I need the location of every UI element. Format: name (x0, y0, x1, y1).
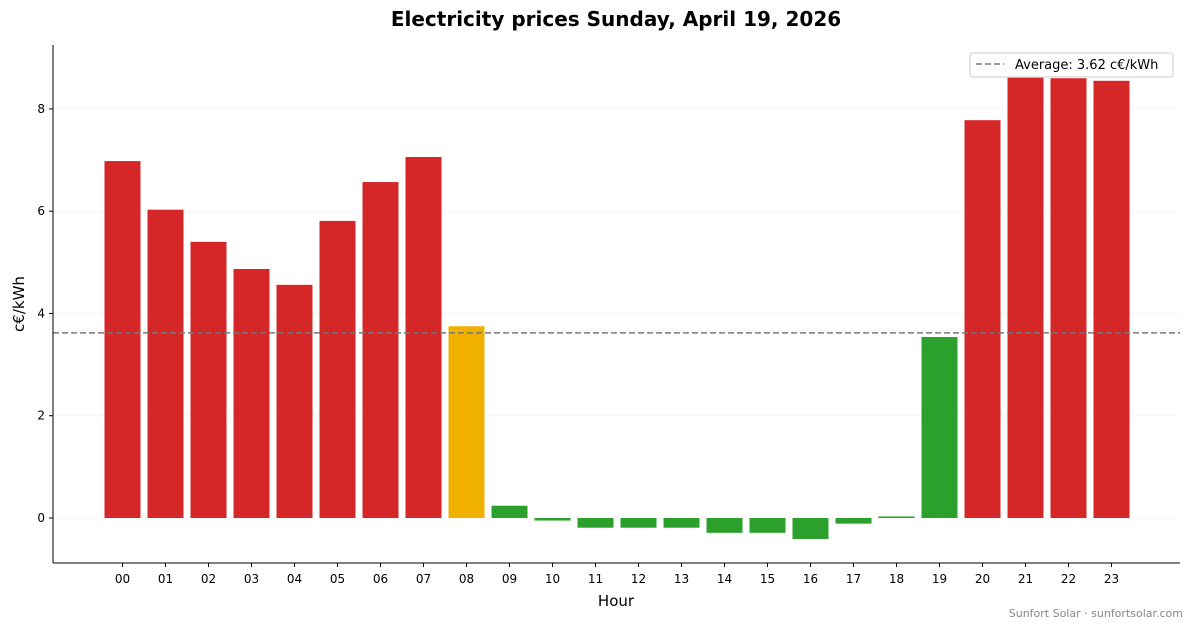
y-tick-label: 0 (37, 511, 45, 525)
x-tick-label: 21 (1018, 572, 1033, 586)
bar-hour-15 (749, 518, 786, 533)
x-tick-label: 20 (975, 572, 990, 586)
bar-hour-09 (491, 505, 528, 519)
bar-hour-05 (319, 220, 356, 519)
bar-hour-19 (921, 336, 958, 519)
x-tick-label: 15 (760, 572, 775, 586)
bar-hour-01 (147, 209, 184, 519)
x-ticks: 00 01 02 03 04 05 06 07 08 09 10 11 12 13 14 15 16 17 18 19… (115, 563, 1119, 586)
legend: Average: 3.62 c€/kWh (969, 52, 1174, 78)
y-tick-label: 4 (37, 306, 45, 320)
bar-hour-11 (577, 518, 614, 528)
x-tick-label: 22 (1061, 572, 1076, 586)
bar-hour-22 (1050, 78, 1087, 519)
x-tick-label: 00 (115, 572, 130, 586)
x-tick-label: 05 (330, 572, 345, 586)
x-tick-label: 06 (373, 572, 388, 586)
bar-hour-14 (706, 518, 743, 533)
x-tick-label: 08 (459, 572, 474, 586)
x-tick-label: 18 (889, 572, 904, 586)
credit-text: Sunfort Solar · sunfortsolar.com (1009, 607, 1183, 620)
bar-hour-00 (104, 161, 141, 519)
x-tick-label: 10 (545, 572, 560, 586)
x-tick-label: 17 (846, 572, 861, 586)
y-axis-label: c€/kWh (10, 276, 28, 332)
bar-hour-13 (663, 518, 700, 528)
y-ticks: 0 2 4 6 8 (37, 102, 53, 525)
x-axis-label: Hour (598, 592, 635, 610)
bar-hour-12 (620, 518, 657, 528)
y-tick-label: 6 (37, 204, 45, 218)
bar-hour-03 (233, 268, 270, 519)
x-tick-label: 13 (674, 572, 689, 586)
legend-box (969, 52, 1174, 78)
x-tick-label: 02 (201, 572, 216, 586)
x-tick-label: 19 (932, 572, 947, 586)
bar-hour-17 (835, 518, 872, 524)
bar-hour-16 (792, 518, 829, 539)
bar-hour-23 (1093, 80, 1130, 519)
bar-hour-02 (190, 241, 227, 519)
bar-hour-07 (405, 156, 442, 519)
x-tick-label: 16 (803, 572, 818, 586)
bar-hour-06 (362, 182, 399, 519)
x-tick-label: 23 (1104, 572, 1119, 586)
x-tick-label: 04 (287, 572, 302, 586)
legend-average-label: Average: 3.62 c€/kWh (1015, 58, 1158, 73)
bar-hour-10 (534, 518, 571, 521)
x-tick-label: 14 (717, 572, 732, 586)
x-tick-label: 09 (502, 572, 517, 586)
bars (104, 77, 1130, 539)
bar-hour-21 (1007, 77, 1044, 519)
bar-hour-04 (276, 284, 313, 519)
x-tick-label: 07 (416, 572, 431, 586)
x-tick-label: 03 (244, 572, 259, 586)
x-tick-label: 11 (588, 572, 603, 586)
bar-hour-08 (448, 326, 485, 519)
chart-title: Electricity prices Sunday, April 19, 202… (391, 7, 841, 31)
bar-hour-18 (878, 516, 915, 519)
x-tick-label: 12 (631, 572, 646, 586)
x-tick-label: 01 (158, 572, 173, 586)
y-tick-label: 2 (37, 409, 45, 423)
y-tick-label: 8 (37, 102, 45, 116)
bar-hour-20 (964, 120, 1001, 519)
